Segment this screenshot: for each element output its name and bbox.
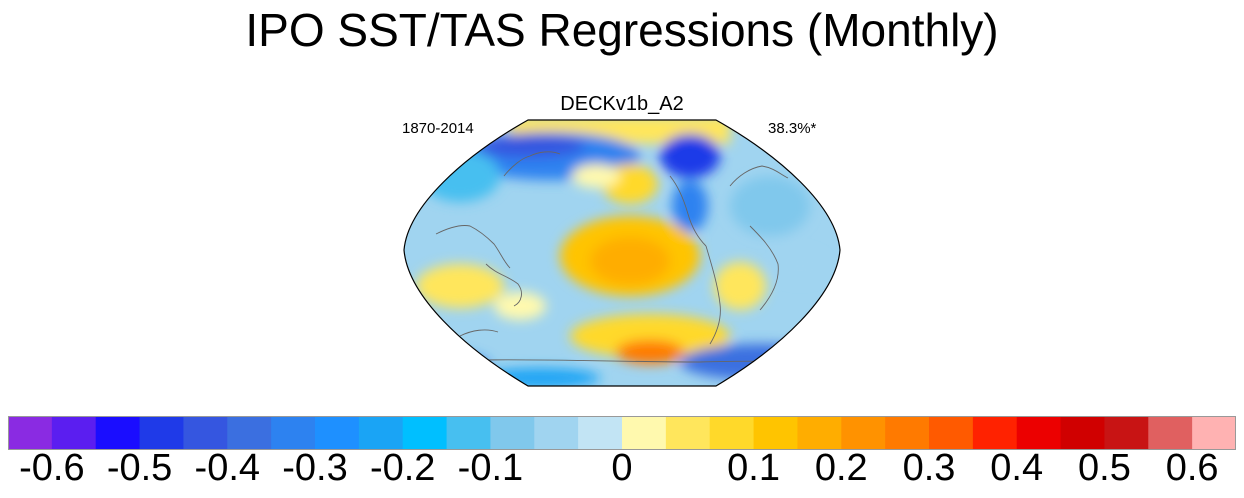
colorbar-swatch — [446, 416, 491, 450]
colorbar-frame — [8, 416, 1236, 450]
world-map — [403, 119, 841, 387]
colorbar-swatch — [139, 416, 184, 450]
period-label: 1870-2014 — [402, 120, 474, 137]
colorbar-swatch — [8, 416, 53, 450]
colorbar-tick-label: -0.5 — [106, 447, 173, 489]
colorbar-tick-label: -0.4 — [194, 447, 261, 489]
colorbar-swatch — [972, 416, 1018, 450]
colorbar-swatch — [753, 416, 798, 450]
colorbar-swatch — [929, 416, 974, 450]
colorbar-swatch — [797, 416, 842, 450]
colorbar-tick-label: -0.1 — [457, 447, 524, 489]
variance-label: 38.3%* — [768, 120, 817, 137]
colorbar-swatch — [1104, 416, 1149, 450]
colorbar-tick-label: 0 — [611, 447, 633, 489]
colorbar-tick-label: 0.4 — [990, 447, 1044, 489]
map-subtitle: DECKv1b_A2 — [560, 93, 684, 115]
colorbar-swatch — [578, 416, 623, 450]
southern-ocean-region — [570, 314, 730, 358]
colorbar-swatch — [95, 416, 141, 450]
colorbar-swatch — [271, 416, 316, 450]
colorbar-swatch — [358, 416, 404, 450]
colorbar-tick-label: 0.3 — [902, 447, 956, 489]
colorbar-tick-label: -0.2 — [369, 447, 436, 489]
colorbar-swatch — [665, 416, 711, 450]
colorbar-swatch — [227, 416, 272, 450]
colorbar-swatch — [709, 416, 755, 450]
colorbar — [8, 416, 1236, 450]
map-border — [403, 119, 841, 387]
colorbar-swatch — [1016, 416, 1062, 450]
colorbar-swatch — [1148, 416, 1193, 450]
colorbar-swatch — [841, 416, 886, 450]
colorbar-swatch — [1060, 416, 1105, 450]
colorbar-tick-label: 0.2 — [814, 447, 868, 489]
chart-title: IPO SST/TAS Regressions (Monthly) — [245, 4, 999, 56]
colorbar-tick-label: -0.6 — [19, 447, 85, 489]
colorbar-tick-label: -0.3 — [282, 447, 348, 489]
north-america-region — [660, 134, 720, 178]
colorbar-swatch — [402, 416, 448, 450]
colorbar-swatch — [315, 416, 360, 450]
colorbar-swatch — [534, 416, 579, 450]
colorbar-tick-label: 0.1 — [727, 447, 780, 489]
indian-ocean-region — [416, 264, 504, 308]
colorbar-swatch — [183, 416, 228, 450]
colorbar-swatch — [1192, 416, 1236, 450]
colorbar-swatch — [885, 416, 930, 450]
colorbar-swatch — [51, 416, 97, 450]
colorbar-swatch — [622, 416, 667, 450]
colorbar-tick-labels: -0.6 -0.5 -0.4 -0.3 -0.2 -0.1 0 0.1 0.2 0.3 0.4 0.5… — [0, 446, 1244, 498]
colorbar-tick-label: 0.5 — [1078, 447, 1131, 489]
colorbar-swatch — [490, 416, 535, 450]
kuroshio-region — [475, 134, 585, 158]
colorbar-tick-label: 0.6 — [1165, 447, 1219, 489]
